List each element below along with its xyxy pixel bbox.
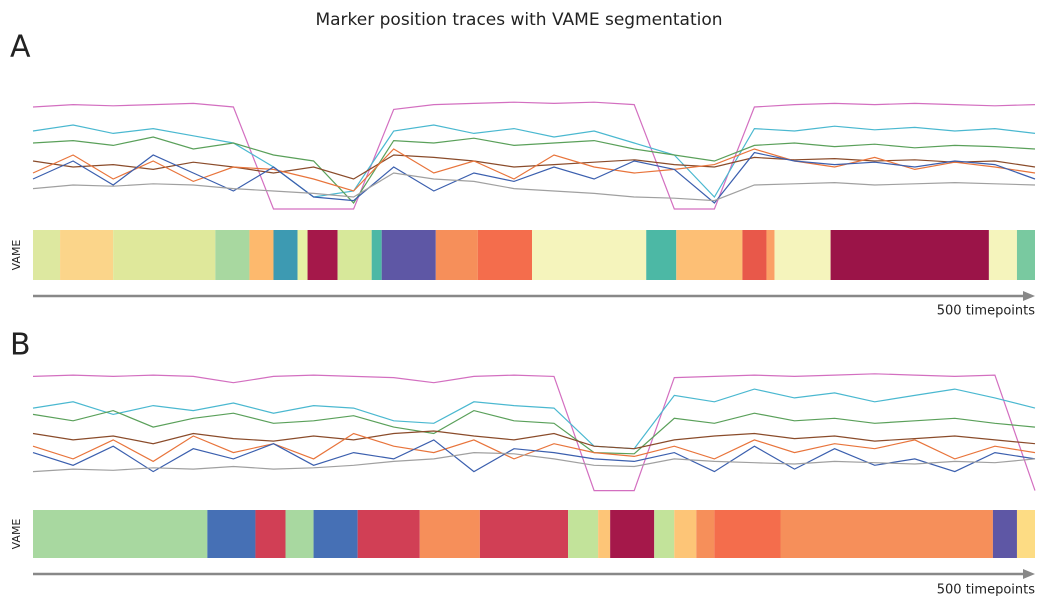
time-label: 500 timepoints [937, 304, 1035, 319]
segment [33, 230, 61, 280]
marker-trace [32, 151, 1036, 204]
marker-trace [32, 101, 1036, 210]
segment [742, 230, 767, 280]
segment [610, 510, 655, 558]
segment [1016, 230, 1035, 280]
segment [1016, 510, 1035, 558]
segment [307, 230, 338, 280]
segment [780, 510, 993, 558]
segment [357, 510, 420, 558]
segment [676, 230, 743, 280]
segment [531, 230, 647, 280]
segment [33, 510, 208, 558]
panel-label: A [10, 30, 31, 65]
marker-trace [32, 432, 1036, 463]
marker-trace [32, 172, 1036, 202]
segment [774, 230, 831, 280]
marker-trace [32, 124, 1036, 198]
segment [249, 230, 274, 280]
segment [419, 510, 480, 558]
marker-trace [32, 451, 1036, 473]
marker-trace [32, 409, 1036, 455]
segment [766, 230, 775, 280]
figure-title: Marker position traces with VAME segment… [315, 10, 722, 30]
segment [435, 230, 478, 280]
segment [646, 230, 677, 280]
marker-trace [32, 388, 1036, 450]
segment [479, 510, 569, 558]
segment [477, 230, 532, 280]
marker-trace [32, 373, 1036, 492]
segment [207, 510, 256, 558]
segment [568, 510, 599, 558]
time-label: 500 timepoints [937, 583, 1035, 596]
segment [255, 510, 286, 558]
segmentation-label: VAME [10, 240, 23, 271]
segment [696, 510, 715, 558]
segment [830, 230, 989, 280]
segmentation-label: VAME [10, 519, 23, 550]
segment [714, 510, 781, 558]
marker-trace [32, 154, 1036, 180]
time-arrowhead [1023, 291, 1035, 301]
segment [598, 510, 611, 558]
segment [381, 230, 436, 280]
segment [654, 510, 675, 558]
segment [297, 230, 308, 280]
marker-trace [32, 148, 1036, 192]
segment [674, 510, 697, 558]
segment [992, 510, 1017, 558]
marker-trace [32, 136, 1036, 204]
marker-trace [32, 430, 1036, 450]
segment [371, 230, 382, 280]
segment [113, 230, 216, 280]
segment [60, 230, 114, 280]
panel-label: B [10, 328, 31, 363]
segment [273, 230, 298, 280]
segment [285, 510, 314, 558]
segment [337, 230, 372, 280]
segment [215, 230, 250, 280]
segment [988, 230, 1017, 280]
time-arrowhead [1023, 569, 1035, 579]
segment [313, 510, 358, 558]
